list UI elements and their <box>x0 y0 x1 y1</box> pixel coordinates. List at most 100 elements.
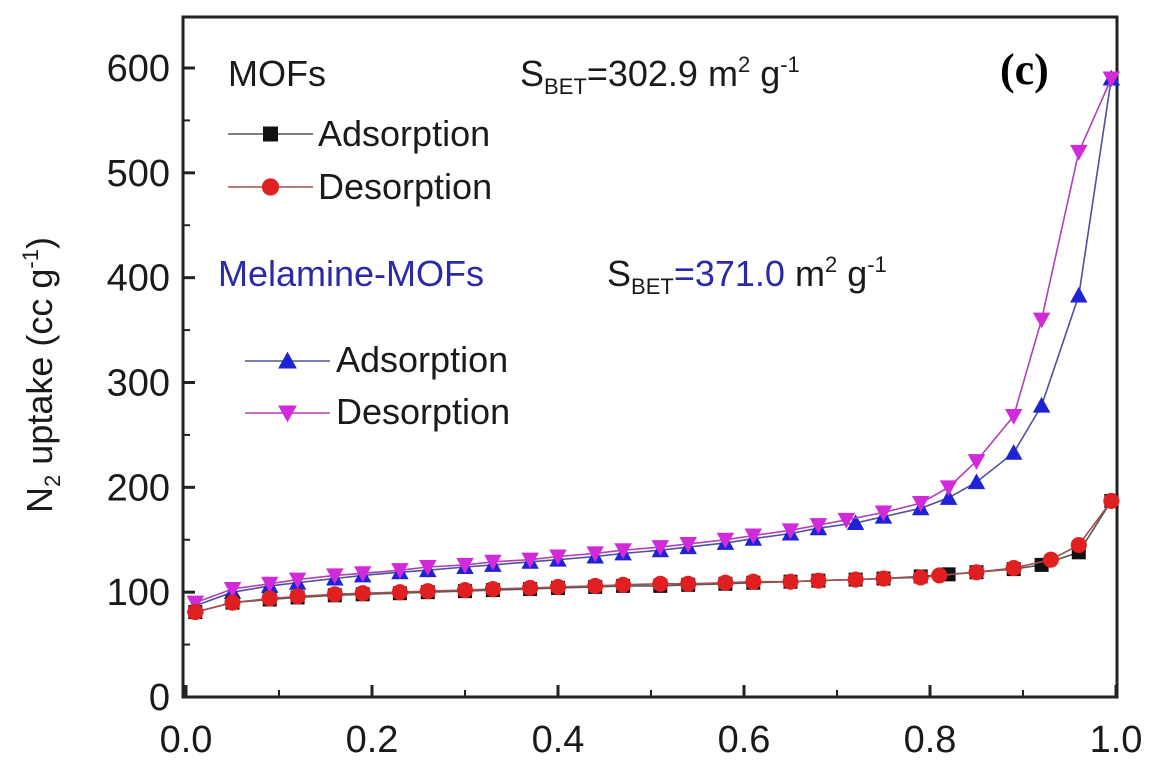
data-point <box>615 576 632 593</box>
data-point <box>1005 560 1022 577</box>
data-point <box>289 588 306 605</box>
sbet-mofs-sup2: -1 <box>780 52 800 77</box>
sbet-mofs-sup1: 2 <box>738 52 750 77</box>
data-point <box>716 532 735 549</box>
data-point <box>353 566 372 583</box>
y-tick-label: 100 <box>107 572 170 614</box>
y-axis-label: N2 uptake (cc g-1) <box>18 237 65 513</box>
y-label-mid: uptake (cc g <box>19 269 60 475</box>
y-tick-label: 400 <box>107 258 170 300</box>
data-point <box>187 604 204 621</box>
data-point <box>1042 551 1059 568</box>
data-point <box>223 582 242 598</box>
data-point <box>679 536 697 553</box>
data-point <box>261 590 278 607</box>
data-point <box>521 552 539 569</box>
data-point <box>745 573 762 590</box>
data-point <box>586 546 604 563</box>
legend-label-melamine-desorption: Desorption <box>336 391 510 432</box>
series-layer <box>186 69 1121 621</box>
y-label-sup: -1 <box>18 249 43 269</box>
data-point <box>1032 312 1051 329</box>
series-line <box>195 78 1113 604</box>
series-3 <box>186 71 1121 612</box>
data-point <box>847 571 864 588</box>
sbet-mofs-sub: BET <box>544 74 587 99</box>
x-tick-label: 0.8 <box>904 719 957 761</box>
data-point <box>1004 409 1023 425</box>
data-point <box>1004 443 1023 460</box>
sbet-mel-sup2: -1 <box>867 252 887 277</box>
data-point <box>391 563 409 579</box>
x-tick-label: 0.4 <box>532 719 585 761</box>
data-point <box>1070 144 1088 161</box>
data-point <box>1102 71 1121 88</box>
panel-label: (c) <box>1000 45 1049 94</box>
sbet-melamine: SBET=371.0 m2 g-1 <box>607 252 887 299</box>
y-label-prefix: N <box>19 487 60 513</box>
data-point <box>744 528 763 545</box>
data-point <box>224 594 241 611</box>
y-label-suffix: ) <box>19 237 60 249</box>
sbet-mofs-prefix: S <box>520 53 544 94</box>
data-point <box>810 572 827 589</box>
data-point <box>874 505 893 522</box>
data-point <box>288 572 307 589</box>
sbet-mofs: SBET=302.9 m2 g-1 <box>520 52 800 99</box>
data-point <box>456 582 474 599</box>
x-tick-label: 1.0 <box>1090 719 1143 761</box>
series-line <box>195 78 1113 607</box>
data-point <box>1103 492 1120 510</box>
sbet-mel-sup1: 2 <box>825 252 837 277</box>
data-point <box>782 573 799 590</box>
sbet-mel-value: =371.0 <box>674 253 785 294</box>
data-point <box>846 514 865 530</box>
data-point <box>652 575 669 592</box>
data-point <box>419 583 436 600</box>
data-point <box>522 579 539 597</box>
data-point <box>391 584 408 601</box>
sbet-mel-unit: m <box>785 253 825 294</box>
data-point <box>680 575 697 592</box>
x-tick-labels: 0.0 0.2 0.4 0.6 0.8 1.0 <box>160 719 1143 761</box>
legend-label-mofs-desorption: Desorption <box>318 166 492 207</box>
data-point <box>717 574 734 591</box>
data-point <box>1070 286 1088 303</box>
sbet-mofs-unit2: g <box>750 53 780 94</box>
data-point <box>809 518 828 534</box>
data-point <box>939 489 958 505</box>
data-point <box>931 567 948 584</box>
data-point <box>456 557 474 574</box>
legend-marker <box>261 178 280 196</box>
legend-marker <box>278 405 297 423</box>
legend: Adsorption Desorption Adsorption Desorpt… <box>228 113 510 432</box>
legend-label-mofs-adsorption: Adsorption <box>318 113 490 154</box>
y-label-sub: 2 <box>40 475 65 487</box>
data-point <box>1070 536 1087 554</box>
data-point <box>968 564 985 581</box>
data-point <box>967 454 986 470</box>
sbet-mofs-unit: m <box>698 53 738 94</box>
data-point <box>587 577 604 594</box>
series-1 <box>187 492 1120 621</box>
x-tick-label: 0.0 <box>160 719 213 761</box>
data-point <box>484 580 501 598</box>
data-point <box>1032 396 1051 413</box>
y-tick-label: 200 <box>107 467 170 509</box>
x-tick-label: 0.6 <box>718 719 771 761</box>
group-title-melamine-mofs: Melamine-MOFs <box>218 253 484 294</box>
data-point <box>549 578 567 595</box>
legend-marker <box>278 351 297 369</box>
y-tick-label: 600 <box>107 48 170 90</box>
data-point <box>781 523 800 540</box>
data-point <box>651 540 670 556</box>
sbet-mofs-value: =302.9 <box>587 53 698 94</box>
data-point <box>354 585 371 602</box>
sbet-mel-sub: BET <box>631 274 674 299</box>
data-point <box>549 549 567 566</box>
data-point <box>837 512 856 529</box>
data-point <box>326 586 343 603</box>
data-point <box>260 576 279 593</box>
y-tick-label: 300 <box>107 363 170 405</box>
